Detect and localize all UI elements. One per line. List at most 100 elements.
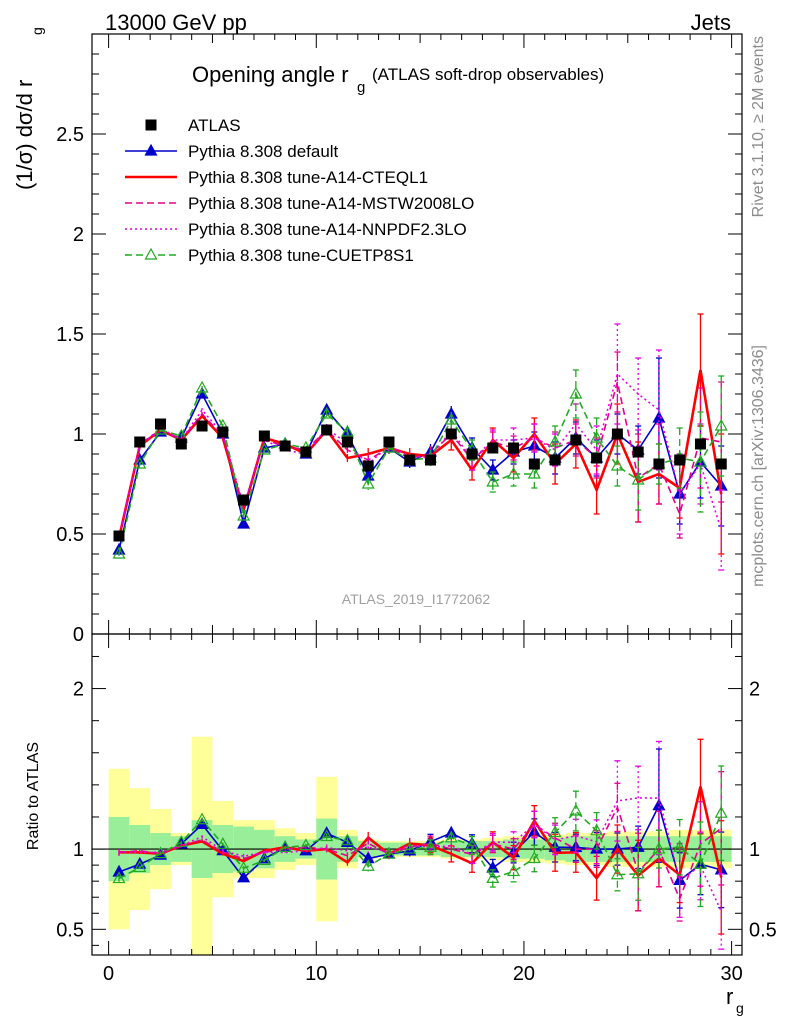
series-marker bbox=[237, 508, 251, 521]
series-marker bbox=[714, 418, 728, 431]
ratio-y-axis-label: Ratio to ATLAS bbox=[25, 742, 42, 850]
series-marker bbox=[195, 380, 209, 393]
ratio-series-marker bbox=[340, 833, 354, 846]
data-point bbox=[155, 418, 167, 430]
ratio-series-marker bbox=[486, 871, 500, 884]
series-marker bbox=[486, 474, 500, 487]
series-line-1 bbox=[117, 369, 723, 539]
data-point bbox=[341, 436, 353, 448]
legend-label: Pythia 8.308 default bbox=[188, 142, 339, 161]
data-point bbox=[674, 454, 686, 466]
ratio-series-line-1 bbox=[118, 786, 723, 881]
data-point bbox=[528, 458, 540, 470]
title-main: Opening angle r bbox=[192, 62, 349, 87]
svg-text:r: r bbox=[726, 984, 733, 1009]
ratio-series-marker bbox=[278, 840, 292, 852]
data-point bbox=[196, 420, 208, 432]
svg-text:(1/σ) dσ/d r: (1/σ) dσ/d r bbox=[12, 80, 37, 190]
series-marker bbox=[444, 412, 458, 425]
legend-entry: Pythia 8.308 default bbox=[125, 142, 339, 161]
data-point bbox=[175, 438, 187, 450]
legend: ATLAS Pythia 8.308 default Pythia 8.308 tu… bbox=[125, 116, 474, 265]
data-point bbox=[321, 424, 333, 436]
ratio-series-marker bbox=[174, 835, 188, 847]
data-point bbox=[217, 426, 229, 438]
series-marker bbox=[320, 406, 334, 419]
y-tick-label: 0.5 bbox=[56, 524, 84, 546]
data-point bbox=[570, 434, 582, 446]
y-tick-label: 2.5 bbox=[56, 124, 84, 146]
ratio-series-marker bbox=[382, 846, 396, 859]
ratio-series-line-2 bbox=[118, 805, 722, 902]
data-point bbox=[134, 436, 146, 448]
data-point bbox=[279, 440, 291, 452]
data-point bbox=[383, 436, 395, 448]
ratio-series-marker bbox=[154, 846, 168, 859]
data-point bbox=[653, 458, 665, 470]
data-point bbox=[487, 442, 499, 454]
legend-label: Pythia 8.308 tune-CUETP8S1 bbox=[188, 246, 414, 265]
legend-entry: ATLAS bbox=[145, 116, 241, 135]
ratio-series-marker bbox=[693, 857, 707, 869]
ratio-frame bbox=[91, 633, 743, 956]
series-marker bbox=[548, 434, 562, 447]
ratio-y-tick-label: 2 bbox=[73, 679, 84, 701]
y-tick-label: 1 bbox=[73, 424, 84, 446]
ratio-series-marker bbox=[590, 823, 604, 836]
series-line-2 bbox=[118, 381, 722, 539]
legend-label: ATLAS bbox=[188, 116, 241, 135]
data-point bbox=[632, 446, 644, 458]
x-axis-label: r g bbox=[726, 984, 744, 1016]
data-point bbox=[113, 530, 125, 542]
legend-label: Pythia 8.308 tune-A14-CTEQL1 bbox=[188, 168, 428, 187]
ratio-series-marker bbox=[237, 870, 251, 883]
ratio-y-tick-label-right: 1 bbox=[749, 839, 760, 861]
ratio-y-tick-label: 0.5 bbox=[56, 919, 84, 941]
series-marker bbox=[590, 430, 604, 443]
legend-marker bbox=[145, 119, 157, 131]
ratio-series-marker bbox=[403, 841, 417, 854]
series-marker bbox=[112, 546, 126, 559]
series-marker bbox=[610, 458, 624, 471]
legend-label: Pythia 8.308 tune-A14-NNPDF2.3LO bbox=[188, 220, 467, 239]
series-line-3 bbox=[118, 372, 722, 539]
title-rest: (ATLAS soft-drop observables) bbox=[372, 65, 604, 84]
data-point bbox=[549, 454, 561, 466]
generator-info: Rivet 3.1.10, ≥ 2M events bbox=[750, 36, 767, 217]
series-line-4 bbox=[118, 386, 722, 555]
data-point bbox=[445, 428, 457, 440]
series-marker bbox=[257, 442, 271, 455]
ratio-series-marker bbox=[257, 853, 271, 866]
series-marker bbox=[631, 472, 645, 485]
x-tick-label: 20 bbox=[513, 963, 535, 985]
ratio-series-marker bbox=[673, 839, 687, 852]
ratio-plot: 0 10 20 30 0.5 0.5 1 1 2 2 bbox=[56, 633, 777, 985]
series-line-0 bbox=[118, 392, 722, 551]
ratio-series-marker bbox=[112, 871, 126, 884]
svg-text:g: g bbox=[29, 27, 45, 35]
series-marker bbox=[693, 454, 707, 467]
category-label: Jets bbox=[691, 10, 731, 35]
ratio-series-marker bbox=[133, 860, 147, 873]
ratio-series-marker bbox=[652, 841, 666, 854]
legend-marker bbox=[144, 143, 158, 156]
ratio-series-marker bbox=[631, 866, 645, 879]
legend-label: Pythia 8.308 tune-A14-MSTW2008LO bbox=[188, 194, 474, 213]
plot-title: Opening angle r g (ATLAS soft-drop obser… bbox=[192, 62, 604, 96]
data-point bbox=[300, 446, 312, 458]
ratio-series-marker bbox=[610, 867, 624, 880]
ratio-series-marker bbox=[507, 864, 521, 877]
svg-text:Opening angle r: Opening angle r bbox=[192, 62, 349, 87]
ratio-series-marker bbox=[195, 812, 209, 825]
data-point bbox=[238, 494, 250, 506]
series-marker bbox=[361, 476, 375, 489]
ratio-series-marker bbox=[423, 839, 438, 852]
series-marker bbox=[133, 456, 147, 469]
x-tick-label: 10 bbox=[305, 963, 327, 985]
svg-text:g: g bbox=[736, 1000, 744, 1016]
series-marker bbox=[237, 516, 251, 529]
ratio-y-tick-label-right: 0.5 bbox=[749, 919, 777, 941]
series-marker bbox=[569, 386, 583, 399]
data-point bbox=[611, 428, 623, 440]
